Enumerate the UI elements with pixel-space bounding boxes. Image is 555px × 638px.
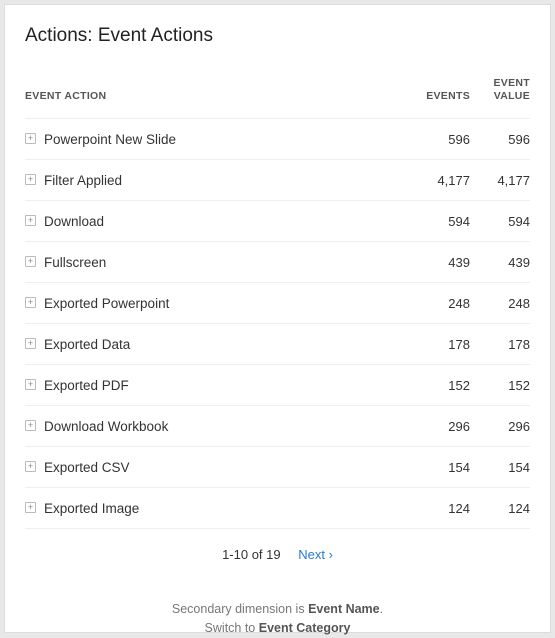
row-action-label: Exported Data — [44, 337, 130, 352]
expand-icon[interactable]: + — [25, 502, 36, 513]
row-events-value: 296 — [400, 406, 470, 447]
col-header-value[interactable]: EVENT VALUE — [470, 71, 530, 119]
pager-next[interactable]: Next — [298, 547, 333, 562]
row-events-value: 439 — [400, 242, 470, 283]
expand-icon[interactable]: + — [25, 256, 36, 267]
row-action-label: Exported CSV — [44, 460, 130, 475]
expand-icon[interactable]: + — [25, 215, 36, 226]
row-event-value: 439 — [470, 242, 530, 283]
row-event-value: 178 — [470, 324, 530, 365]
expand-icon[interactable]: + — [25, 420, 36, 431]
expand-icon[interactable]: + — [25, 297, 36, 308]
row-action-label: Exported Image — [44, 501, 139, 516]
expand-icon[interactable]: + — [25, 461, 36, 472]
table-row[interactable]: + Exported Image 124124 — [25, 488, 530, 529]
col-header-events[interactable]: EVENTS — [400, 71, 470, 119]
row-events-value: 124 — [400, 488, 470, 529]
table-row[interactable]: + Exported Powerpoint 248248 — [25, 283, 530, 324]
row-events-value: 154 — [400, 447, 470, 488]
row-events-value: 178 — [400, 324, 470, 365]
row-events-value: 248 — [400, 283, 470, 324]
panel-title: Actions: Event Actions — [25, 25, 530, 47]
row-event-value: 296 — [470, 406, 530, 447]
col-header-action[interactable]: EVENT ACTION — [25, 71, 400, 119]
table-row[interactable]: + Exported CSV 154154 — [25, 447, 530, 488]
event-actions-table: EVENT ACTION EVENTS EVENT VALUE + Powerpo… — [25, 71, 530, 529]
row-events-value: 596 — [400, 119, 470, 160]
row-action-label: Download — [44, 214, 104, 229]
event-actions-panel: Actions: Event Actions EVENT ACTION EVEN… — [4, 4, 551, 633]
pager: 1-10 of 19 Next — [25, 529, 530, 570]
expand-icon[interactable]: + — [25, 379, 36, 390]
row-events-value: 152 — [400, 365, 470, 406]
row-event-value: 594 — [470, 201, 530, 242]
row-action-label: Powerpoint New Slide — [44, 132, 176, 147]
row-action-label: Fullscreen — [44, 255, 106, 270]
row-event-value: 248 — [470, 283, 530, 324]
table-row[interactable]: + Exported Data 178178 — [25, 324, 530, 365]
table-row[interactable]: + Filter Applied 4,1774,177 — [25, 160, 530, 201]
row-action-label: Exported Powerpoint — [44, 296, 169, 311]
footer-note: Secondary dimension is Event Name. Switc… — [25, 600, 530, 638]
table-row[interactable]: + Download Workbook 296296 — [25, 406, 530, 447]
expand-icon[interactable]: + — [25, 338, 36, 349]
row-event-value: 124 — [470, 488, 530, 529]
expand-icon[interactable]: + — [25, 133, 36, 144]
row-action-label: Download Workbook — [44, 419, 168, 434]
row-events-value: 594 — [400, 201, 470, 242]
expand-icon[interactable]: + — [25, 174, 36, 185]
table-row[interactable]: + Download 594594 — [25, 201, 530, 242]
row-action-label: Filter Applied — [44, 173, 122, 188]
row-action-label: Exported PDF — [44, 378, 129, 393]
row-event-value: 596 — [470, 119, 530, 160]
table-row[interactable]: + Powerpoint New Slide 596596 — [25, 119, 530, 160]
table-row[interactable]: + Exported PDF 152152 — [25, 365, 530, 406]
pager-range: 1-10 of 19 — [222, 547, 281, 562]
row-event-value: 152 — [470, 365, 530, 406]
table-row[interactable]: + Fullscreen 439439 — [25, 242, 530, 283]
row-events-value: 4,177 — [400, 160, 470, 201]
row-event-value: 4,177 — [470, 160, 530, 201]
row-event-value: 154 — [470, 447, 530, 488]
switch-dimension-link[interactable]: Event Category — [259, 621, 351, 635]
